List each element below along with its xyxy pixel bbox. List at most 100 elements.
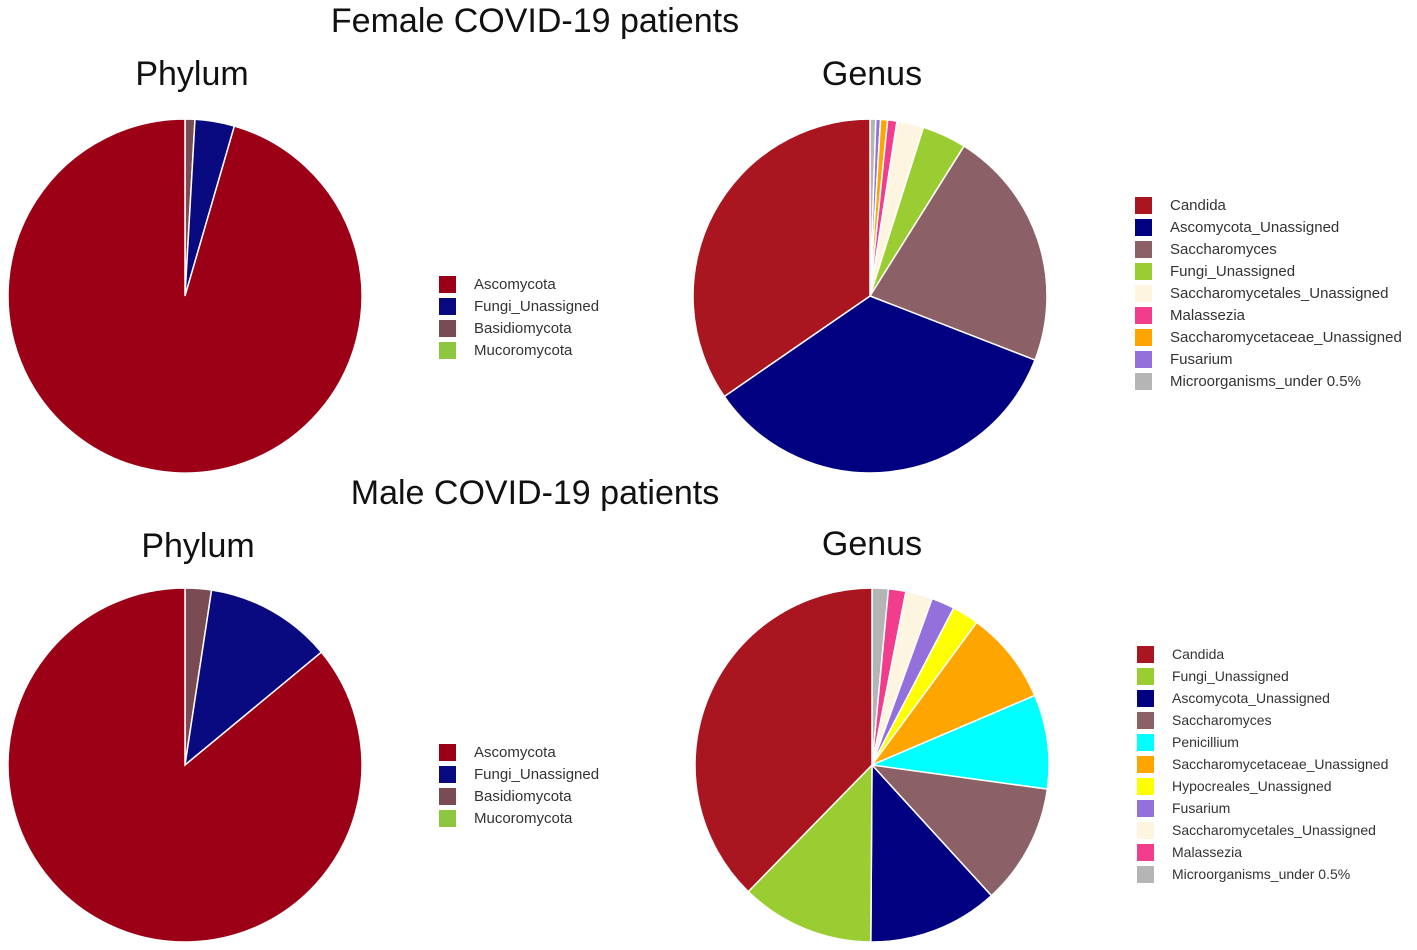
female-genus-legend-item: Fusarium	[1135, 348, 1402, 370]
female-genus-legend-label: Saccharomycetaceae_Unassigned	[1170, 328, 1402, 346]
male-genus-legend-label: Malassezia	[1172, 844, 1243, 860]
female-genus-legend-swatch	[1135, 306, 1152, 324]
male-phylum-legend-swatch	[439, 787, 456, 805]
female-genus-slice-malassezia	[869, 119, 898, 297]
male-phylum-legend: Ascomycota Fungi_Unassigned Basidiomycota M…	[439, 741, 599, 829]
female-phylum-legend-label: Fungi_Unassigned	[474, 297, 600, 315]
female-genus-legend-label: Microorganisms_under 0.5%	[1170, 372, 1361, 390]
male-genus-legend-swatch	[1137, 865, 1154, 883]
male-genus-legend-swatch	[1137, 843, 1154, 861]
female-genus-legend-item: Saccharomyces	[1135, 238, 1402, 260]
female-genus-slice-saccharomycetales-unassigned	[869, 120, 925, 297]
male-genus-legend-item: Saccharomycetales_Unassigned	[1137, 819, 1388, 841]
female-genus-slice-candida	[692, 118, 871, 398]
male-genus-legend-label: Candida	[1172, 646, 1225, 662]
female-phylum-legend-swatch	[439, 297, 456, 315]
female-genus-slice-microorganisms-under-0-5	[869, 118, 877, 297]
female-phylum-legend: Ascomycota Fungi_Unassigned Basidiomycota M…	[439, 273, 599, 361]
female-genus-legend-item: Malassezia	[1135, 304, 1402, 326]
male-genus-legend-swatch	[1137, 777, 1154, 795]
male-genus-legend-item: Saccharomyces	[1137, 709, 1388, 731]
male-genus-legend-item: Fungi_Unassigned	[1137, 665, 1388, 687]
female-genus-legend-item: Fungi_Unassigned	[1135, 260, 1402, 282]
female-genus-slice-ascomycota-unassigned	[723, 295, 1036, 474]
female-genus-title: Genus	[821, 55, 923, 93]
male-genus-legend-label: Penicillium	[1172, 734, 1239, 750]
male-genus-legend: Candida Fungi_Unassigned Ascomycota_Unassi…	[1137, 643, 1388, 885]
male-genus-legend-label: Microorganisms_under 0.5%	[1172, 866, 1351, 882]
male-genus-legend-item: Fusarium	[1137, 797, 1388, 819]
male-genus-slice-ascomycota-unassigned	[870, 763, 993, 943]
female-genus-slice-saccharomycetaceae-unassigned	[869, 118, 889, 297]
male-phylum-legend-label: Fungi_Unassigned	[474, 765, 600, 783]
female-phylum-legend-item: Mucoromycota	[439, 339, 599, 361]
male-genus-slice-fusarium	[871, 597, 955, 766]
female-genus-slice-saccharomyces	[868, 145, 1048, 362]
female-genus-legend-item: Microorganisms_under 0.5%	[1135, 370, 1402, 392]
male-genus-slice-fungi-unassigned	[747, 763, 873, 943]
female-phylum-legend-label: Basidiomycota	[474, 319, 572, 337]
male-genus-slice-malassezia	[871, 587, 907, 766]
male-genus-legend-swatch	[1137, 821, 1154, 839]
female-genus-legend-item: Candida	[1135, 194, 1402, 216]
female-phylum-legend-swatch	[439, 275, 456, 293]
female-genus-legend-label: Ascomycota_Unassigned	[1170, 218, 1340, 236]
female-phylum-legend-item: Ascomycota	[439, 273, 599, 295]
male-genus-slice-saccharomycetaceae-unassigned	[869, 621, 1036, 767]
male-genus-legend-label: Saccharomycetales_Unassigned	[1172, 822, 1376, 838]
male-genus-title: Genus	[821, 525, 923, 563]
female-phylum-slice-ascomycota	[7, 118, 363, 474]
male-phylum-slice-fungi-unassigned	[183, 589, 323, 767]
male-genus-slice-saccharomycetales-unassigned	[871, 590, 934, 766]
male-genus-legend-swatch	[1137, 667, 1154, 685]
female-phylum-legend-swatch	[439, 319, 456, 337]
male-genus-slice-penicillium	[869, 694, 1050, 790]
female-genus-slice-fungi-unassigned	[869, 126, 966, 297]
female-genus-slice-fusarium	[869, 118, 882, 297]
female-phylum-legend-swatch	[439, 341, 456, 359]
male-genus-legend-label: Saccharomycetaceae_Unassigned	[1172, 756, 1389, 772]
male-phylum-legend-label: Ascomycota	[474, 743, 556, 761]
female-genus-legend-swatch	[1135, 218, 1152, 236]
male-phylum-legend-swatch	[439, 765, 456, 783]
female-genus-legend-swatch	[1135, 350, 1152, 368]
female-genus-legend-swatch	[1135, 284, 1152, 302]
male-genus-legend-item: Microorganisms_under 0.5%	[1137, 863, 1388, 885]
male-genus-slice-saccharomyces	[870, 763, 1049, 897]
male-genus-slice-candida	[694, 587, 873, 893]
male-genus-legend-label: Hypocreales_Unassigned	[1172, 778, 1332, 794]
female-genus-legend-swatch	[1135, 328, 1152, 346]
male-genus-legend-swatch	[1137, 755, 1154, 773]
male-phylum-legend-label: Mucoromycota	[474, 809, 573, 827]
male-section-title: Male COVID-19 patients	[350, 474, 720, 512]
female-phylum-legend-label: Mucoromycota	[474, 341, 573, 359]
female-section-title: Female COVID-19 patients	[330, 2, 740, 40]
female-genus-legend: Candida Ascomycota_Unassigned Saccharomyce…	[1135, 194, 1402, 392]
female-genus-legend-swatch	[1135, 262, 1152, 280]
female-genus-legend-swatch	[1135, 196, 1152, 214]
male-phylum-legend-item: Ascomycota	[439, 741, 599, 763]
female-phylum-legend-item: Fungi_Unassigned	[439, 295, 599, 317]
female-genus-legend-label: Fusarium	[1170, 350, 1233, 368]
male-genus-legend-label: Fusarium	[1172, 800, 1231, 816]
female-phylum-title: Phylum	[135, 55, 249, 93]
male-genus-legend-label: Fungi_Unassigned	[1172, 668, 1289, 684]
male-phylum-legend-item: Mucoromycota	[439, 807, 599, 829]
male-phylum-slice-basidiomycota	[184, 587, 213, 766]
female-genus-legend-swatch	[1135, 372, 1152, 390]
male-genus-legend-swatch	[1137, 733, 1154, 751]
female-phylum-legend-item: Basidiomycota	[439, 317, 599, 339]
male-phylum-legend-label: Basidiomycota	[474, 787, 572, 805]
male-phylum-title: Phylum	[141, 527, 255, 565]
male-genus-slice-hypocreales-unassigned	[871, 607, 978, 766]
male-genus-legend-item: Candida	[1137, 643, 1388, 665]
male-phylum-legend-swatch	[439, 743, 456, 761]
male-genus-legend-swatch	[1137, 799, 1154, 817]
female-genus-legend-swatch	[1135, 240, 1152, 258]
male-genus-legend-item: Hypocreales_Unassigned	[1137, 775, 1388, 797]
female-genus-legend-label: Saccharomyces	[1170, 240, 1277, 258]
male-genus-legend-item: Ascomycota_Unassigned	[1137, 687, 1388, 709]
male-genus-legend-item: Penicillium	[1137, 731, 1388, 753]
female-genus-legend-item: Saccharomycetales_Unassigned	[1135, 282, 1402, 304]
male-phylum-legend-item: Fungi_Unassigned	[439, 763, 599, 785]
